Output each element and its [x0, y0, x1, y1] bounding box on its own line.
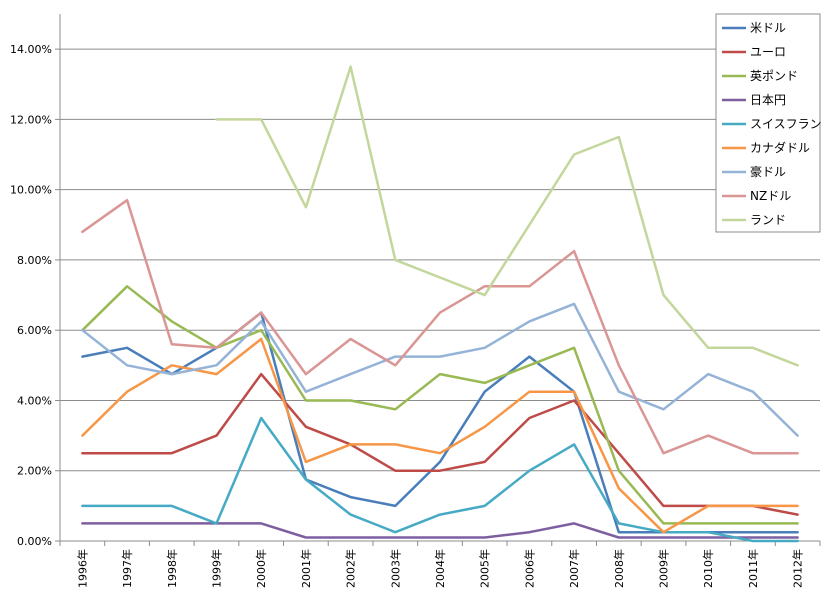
- legend-label: ランド: [750, 213, 786, 227]
- x-tick-label: 1998年: [165, 549, 179, 588]
- y-tick-label: 2.00%: [17, 465, 52, 478]
- y-tick-label: 10.00%: [10, 184, 52, 197]
- x-tick-label: 1996年: [75, 549, 89, 588]
- x-tick-label: 2006年: [522, 549, 536, 588]
- series-line: [81, 337, 799, 534]
- x-tick-label: 2002年: [344, 549, 358, 588]
- x-tick-label: 2009年: [657, 549, 671, 588]
- series-5: [81, 337, 799, 534]
- series-6: [81, 302, 799, 437]
- y-tick-label: 0.00%: [17, 535, 52, 548]
- series-line: [81, 198, 799, 455]
- series-line: [81, 416, 799, 543]
- series-1: [81, 372, 799, 516]
- series-line: [215, 65, 799, 367]
- y-tick-label: 14.00%: [10, 43, 52, 56]
- legend-label: NZドル: [750, 189, 791, 203]
- series-4: [81, 416, 799, 543]
- x-tick-label: 2011年: [746, 549, 760, 588]
- x-tick-label: 2007年: [567, 549, 581, 588]
- series-lines: [81, 65, 799, 543]
- series-3: [81, 522, 799, 539]
- x-tick-label: 2000年: [254, 549, 268, 588]
- legend-label: スイスフラン: [750, 117, 822, 131]
- x-tick-label: 2008年: [612, 549, 626, 588]
- x-tick-label: 2012年: [791, 549, 805, 588]
- series-8: [215, 65, 799, 367]
- y-axis-ticks: 0.00% 2.00% 4.00% 6.00% 8.00% 10.00% 12.00% 14.…: [10, 43, 52, 548]
- series-line: [81, 285, 799, 525]
- x-tick-label: 1997年: [120, 549, 134, 588]
- legend-label: 米ドル: [750, 21, 786, 35]
- y-tick-label: 12.00%: [10, 113, 52, 126]
- x-tick-label: 2010年: [701, 549, 715, 588]
- legend-label: 日本円: [750, 93, 786, 107]
- x-tick-label: 2005年: [478, 549, 492, 588]
- x-tick-label: 2001年: [299, 549, 313, 588]
- series-line: [81, 522, 799, 539]
- axes: [55, 14, 821, 546]
- legend-label: 豪ドル: [750, 164, 786, 179]
- gridlines: [60, 48, 820, 472]
- series-line: [81, 372, 799, 516]
- y-tick-label: 6.00%: [17, 324, 52, 337]
- x-tick-label: 2003年: [388, 549, 402, 588]
- x-axis-ticks: 1996年 1997年 1998年 1999年 2000年 2001年 2002年 2003年…: [75, 549, 804, 588]
- y-tick-label: 4.00%: [17, 394, 52, 407]
- series-7: [81, 198, 799, 455]
- x-tick-label: 1999年: [209, 549, 223, 588]
- series-line: [81, 302, 799, 437]
- y-tick-label: 8.00%: [17, 254, 52, 267]
- legend-label: カナダドル: [750, 140, 810, 155]
- series-2: [81, 285, 799, 525]
- legend-label: 英ポンド: [750, 69, 798, 83]
- legend-label: ユーロ: [750, 45, 786, 59]
- x-tick-label: 2004年: [433, 549, 447, 588]
